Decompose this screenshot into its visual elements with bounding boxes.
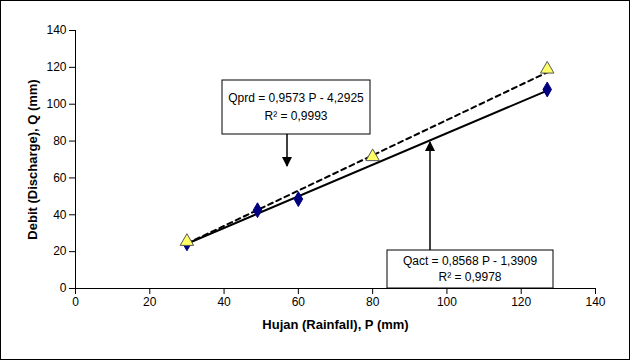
- svg-text:40: 40: [217, 295, 231, 309]
- svg-text:20: 20: [53, 244, 67, 258]
- svg-text:120: 120: [511, 295, 531, 309]
- svg-text:40: 40: [53, 208, 67, 222]
- svg-text:100: 100: [46, 97, 66, 111]
- svg-text:R² = 0,9993: R² = 0,9993: [264, 109, 327, 123]
- svg-text:Hujan (Rainfall), P (mm): Hujan (Rainfall), P (mm): [262, 317, 408, 332]
- svg-text:R² = 0,9978: R² = 0,9978: [438, 270, 501, 284]
- svg-text:100: 100: [437, 295, 457, 309]
- svg-text:Qact = 0,8568 P - 1,3909: Qact = 0,8568 P - 1,3909: [403, 254, 538, 268]
- svg-text:80: 80: [53, 134, 67, 148]
- svg-text:120: 120: [46, 60, 66, 74]
- svg-text:140: 140: [46, 23, 66, 37]
- svg-text:0: 0: [60, 281, 67, 295]
- svg-text:Qprd = 0,9573 P - 4,2925: Qprd = 0,9573 P - 4,2925: [228, 91, 364, 105]
- svg-text:60: 60: [292, 295, 306, 309]
- svg-text:60: 60: [53, 171, 67, 185]
- svg-text:0: 0: [72, 295, 79, 309]
- svg-text:140: 140: [585, 295, 605, 309]
- svg-text:20: 20: [143, 295, 157, 309]
- svg-text:80: 80: [366, 295, 380, 309]
- svg-text:Debit (Discharge), Q (mm): Debit (Discharge), Q (mm): [25, 79, 40, 239]
